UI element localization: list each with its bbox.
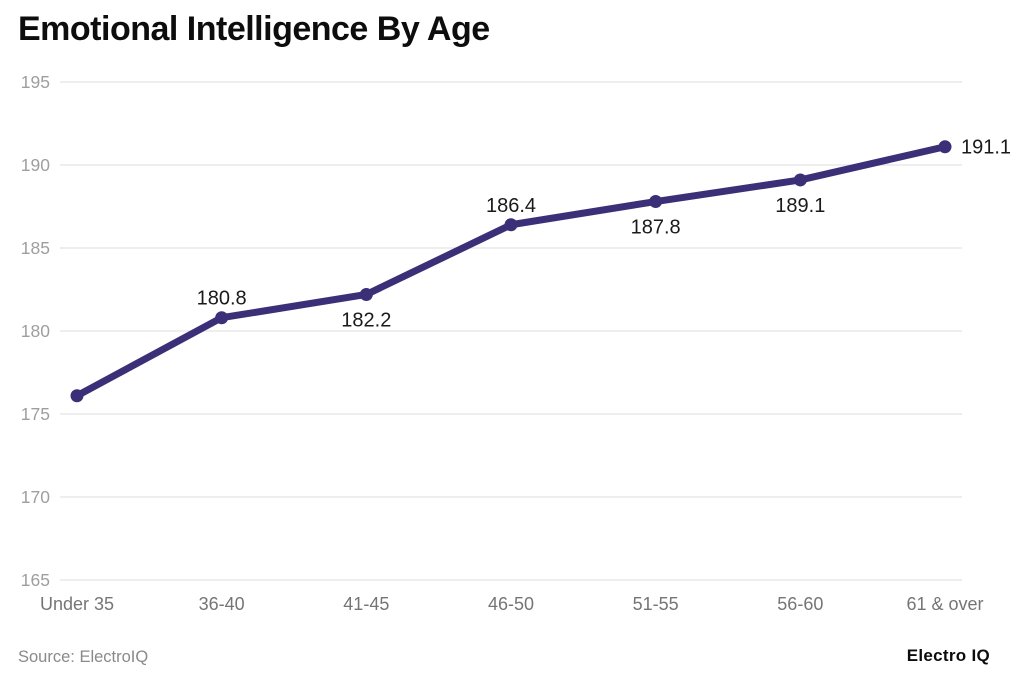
x-tick-label: 51-55: [633, 594, 679, 614]
x-tick-label: 46-50: [488, 594, 534, 614]
y-tick-label: 170: [21, 487, 50, 507]
brand-logo: Electro IQ: [906, 646, 990, 665]
data-point[interactable]: [70, 389, 84, 403]
data-point-label: 191.1: [961, 137, 1011, 159]
data-point[interactable]: [215, 311, 229, 325]
data-point-label: 189.1: [775, 195, 825, 217]
data-point-label: 187.8: [631, 217, 681, 239]
data-point[interactable]: [504, 218, 518, 232]
x-tick-label: 56-60: [777, 594, 823, 614]
y-tick-label: 195: [21, 72, 50, 92]
y-tick-label: 185: [21, 238, 50, 258]
trend-line: [73, 143, 949, 400]
data-point[interactable]: [938, 140, 952, 154]
y-tick-label: 165: [21, 570, 50, 590]
data-point-label: 180.8: [197, 288, 247, 310]
x-tick-label: 61 & over: [906, 594, 983, 614]
y-tick-label: 180: [21, 321, 50, 341]
data-point[interactable]: [649, 195, 663, 209]
x-tick-label: 41-45: [343, 594, 389, 614]
data-point[interactable]: [359, 287, 373, 301]
x-tick-label: Under 35: [40, 594, 114, 614]
x-tick-label: 36-40: [199, 594, 245, 614]
chart-title: Emotional Intelligence By Age: [18, 10, 490, 48]
y-tick-label: 190: [21, 155, 50, 175]
data-point-label: 182.2: [341, 309, 391, 331]
y-tick-label: 175: [21, 404, 50, 424]
data-point-label: 186.4: [486, 195, 536, 217]
source-text: Source: ElectroIQ: [18, 648, 149, 666]
data-point[interactable]: [793, 173, 807, 187]
